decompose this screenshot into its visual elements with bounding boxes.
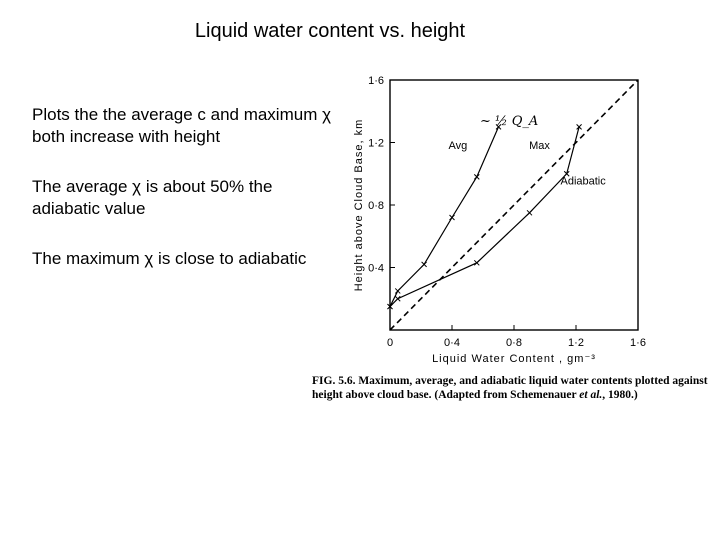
x-tick-label: 0 — [387, 337, 393, 349]
y-tick-label: 1·2 — [368, 138, 384, 150]
x-tick-label: 1·6 — [630, 337, 646, 349]
bullet-maximum-adiabatic: The maximum χ is close to adiabatic — [32, 249, 307, 268]
bullet-average-half-adiabatic: The average χ is about 50% the adiabatic… — [32, 177, 273, 218]
data-point-max — [473, 259, 480, 266]
series-line-adiabatic — [389, 79, 639, 331]
data-point-avg — [473, 174, 480, 180]
data-point-max — [563, 170, 570, 177]
caption-text: FIG. 5.6. Maximum, average, and adiabati… — [312, 375, 708, 401]
caption-etal: et al. — [579, 389, 603, 401]
data-point-avg — [495, 124, 502, 130]
series-label-max: Max — [529, 140, 550, 152]
data-point-avg — [449, 214, 455, 221]
bullet-list: Plots the the average c and maximum χ bo… — [32, 104, 332, 298]
caption-year: , 1980.) — [602, 389, 638, 401]
lwc-chart: 0 0·4 0·8 1·2 1·6 0·4 0·8 1·2 1·6 Avg Max Adiabati… — [353, 75, 646, 365]
y-tick-label: 0·8 — [368, 200, 384, 212]
series-label-adiabatic: Adiabatic — [561, 176, 607, 188]
data-point-max — [576, 124, 582, 130]
data-point-max — [387, 303, 393, 310]
series-line-avg — [389, 126, 500, 307]
data-point-max — [526, 209, 533, 216]
figure-caption: FIG. 5.6. Maximum, average, and adiabati… — [312, 374, 712, 402]
y-tick-label: 1·6 — [368, 75, 384, 87]
lwc-figure: 0 0·4 0·8 1·2 1·6 0·4 0·8 1·2 1·6 Avg Max Adiabati… — [340, 70, 680, 410]
series-label-avg: Avg — [449, 140, 468, 152]
y-tick-label: 0·4 — [368, 263, 384, 275]
data-point-max — [394, 295, 401, 302]
x-tick-label: 0·4 — [444, 337, 460, 349]
slide-title: Liquid water content vs. height — [194, 20, 466, 42]
data-point-avg — [394, 288, 401, 294]
x-axis-label: Liquid Water Content , gm⁻³ — [432, 353, 596, 365]
annotation-note: ~ ½ Q_A — [480, 114, 538, 129]
data-point-avg — [421, 261, 427, 268]
bullet-average-maximum: Plots the the average c and maximum χ bo… — [32, 105, 332, 146]
x-tick-label: 1·2 — [568, 337, 584, 349]
series-line-max — [389, 126, 580, 307]
y-axis-label: Height above Cloud Base, km — [353, 119, 365, 292]
x-tick-label: 0·8 — [506, 337, 522, 349]
